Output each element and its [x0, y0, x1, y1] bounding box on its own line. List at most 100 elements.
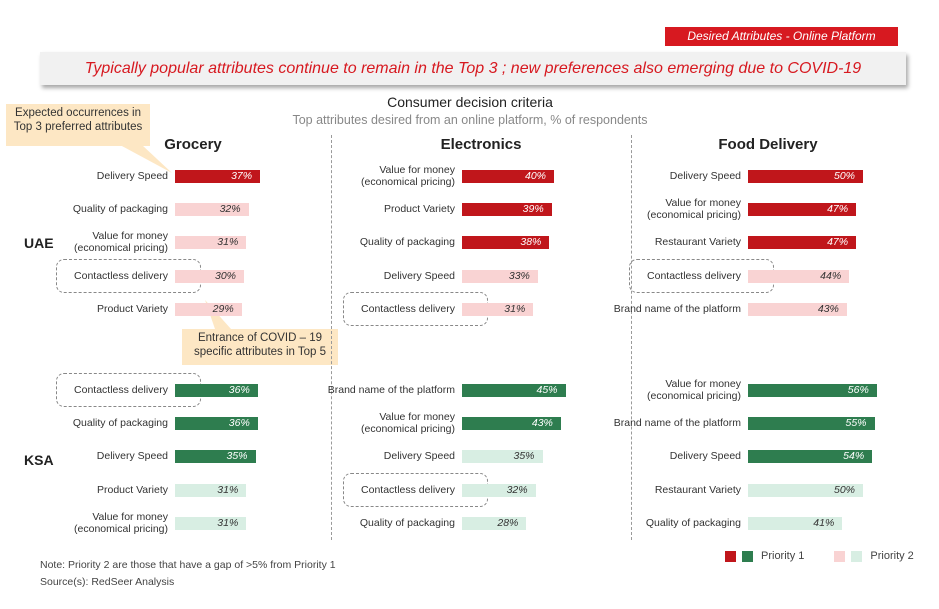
column-heading-grocery: Grocery: [164, 136, 222, 153]
bar-uae-food-delivery-contactless-delivery: 44%: [748, 269, 850, 283]
column-heading-electronics: Electronics: [440, 136, 522, 153]
bar-uae-grocery-delivery-speed: 37%: [175, 170, 261, 183]
bar-value-label: 37%: [231, 170, 253, 182]
bar-ksa-food-delivery-quality-of-packaging: 41%: [748, 516, 843, 530]
source-note: Source(s): RedSeer Analysis: [40, 576, 175, 588]
bar-label-product-variety: Product Variety: [383, 203, 455, 216]
bar-value-label: 31%: [504, 302, 526, 315]
bar-label-delivery-speed: Delivery Speed: [669, 450, 741, 463]
bar-label-restaurant-variety: Restaurant Variety: [654, 483, 741, 496]
legend-label-priority2: Priority 2: [870, 550, 914, 562]
bar-uae-grocery-value-for-money-economical-pricing: 31%: [175, 236, 247, 250]
bar-ksa-grocery-delivery-speed: 35%: [175, 450, 256, 464]
bar-value-label: 30%: [214, 269, 236, 282]
chart-title: Consumer decision criteria: [387, 94, 553, 110]
bar-value-label: 50%: [833, 483, 855, 496]
bar-value-label: 28%: [497, 516, 519, 529]
region-label-ksa: KSA: [24, 452, 54, 468]
headline-banner: Typically popular attributes continue to…: [40, 52, 906, 85]
bar-value-label: 45%: [536, 384, 558, 396]
bar-uae-grocery-quality-of-packaging: 32%: [175, 203, 249, 217]
bar-value-label: 44%: [820, 269, 842, 282]
legend: Priority 1 Priority 2: [725, 550, 914, 562]
bar-ksa-grocery-value-for-money-economical-pricing: 31%: [175, 516, 247, 530]
bar-ksa-electronics-brand-name-of-the-platform: 45%: [462, 384, 566, 397]
bar-value-label: 38%: [520, 236, 542, 249]
legend-swatch-uae-priority2: [834, 550, 846, 562]
bar-label-delivery-speed: Delivery Speed: [96, 450, 168, 463]
bar-value-label: 41%: [813, 516, 835, 529]
bar-label-contactless-delivery: Contactless delivery: [361, 302, 455, 315]
bar-label-quality-of-packaging: Quality of packaging: [72, 417, 168, 430]
bar-uae-electronics-quality-of-packaging: 38%: [462, 236, 550, 250]
bar-label-value-for-money-economical-pricing: Value for money (economical pricing): [74, 510, 168, 535]
bar-ksa-food-delivery-brand-name-of-the-platform: 55%: [748, 417, 875, 431]
bar-value-label: 31%: [217, 483, 239, 496]
bar-uae-electronics-value-for-money-economical-pricing: 40%: [462, 170, 554, 183]
bar-ksa-electronics-quality-of-packaging: 28%: [462, 516, 527, 530]
bar-label-value-for-money-economical-pricing: Value for money (economical pricing): [647, 197, 741, 222]
column-divider-2: [631, 135, 632, 540]
bar-label-delivery-speed: Delivery Speed: [383, 450, 455, 463]
column-heading-food-delivery: Food Delivery: [718, 136, 818, 153]
bar-ksa-electronics-value-for-money-economical-pricing: 43%: [462, 417, 561, 431]
bar-label-restaurant-variety: Restaurant Variety: [654, 236, 741, 249]
bar-label-quality-of-packaging: Quality of packaging: [72, 203, 168, 216]
bar-ksa-grocery-contactless-delivery: 36%: [175, 384, 258, 397]
bar-value-label: 33%: [508, 269, 530, 282]
bar-ksa-grocery-product-variety: 31%: [175, 483, 247, 497]
bar-value-label: 43%: [817, 302, 839, 315]
bar-label-delivery-speed: Delivery Speed: [669, 170, 741, 182]
bar-value-label: 40%: [524, 170, 546, 182]
bar-value-label: 54%: [843, 450, 865, 463]
bar-label-value-for-money-economical-pricing: Value for money (economical pricing): [74, 230, 168, 255]
chart-subtitle: Top attributes desired from an online pl…: [292, 113, 648, 127]
bar-value-label: 36%: [228, 384, 250, 396]
bar-value-label: 32%: [219, 203, 241, 216]
bar-value-label: 55%: [845, 417, 867, 430]
bar-uae-electronics-contactless-delivery: 31%: [462, 302, 534, 316]
bar-ksa-grocery-quality-of-packaging: 36%: [175, 417, 258, 431]
bar-value-label: 31%: [217, 516, 239, 529]
bar-ksa-electronics-delivery-speed: 35%: [462, 450, 543, 464]
bar-uae-electronics-delivery-speed: 33%: [462, 269, 538, 283]
bar-value-label: 47%: [827, 203, 849, 216]
footnote: Note: Priority 2 are those that have a g…: [40, 559, 336, 571]
bar-value-label: 29%: [212, 302, 234, 315]
bar-uae-grocery-contactless-delivery: 30%: [175, 269, 244, 283]
bar-uae-food-delivery-value-for-money-economical-pricing: 47%: [748, 203, 857, 217]
bar-value-label: 50%: [833, 170, 855, 182]
region-label-uae: UAE: [24, 235, 54, 251]
bar-label-quality-of-packaging: Quality of packaging: [359, 516, 455, 529]
callout-top3: Expected occurrences in Top 3 preferred …: [6, 104, 150, 146]
bar-uae-food-delivery-brand-name-of-the-platform: 43%: [748, 302, 847, 316]
bar-value-label: 47%: [827, 236, 849, 249]
bar-label-quality-of-packaging: Quality of packaging: [645, 516, 741, 529]
bar-label-brand-name-of-the-platform: Brand name of the platform: [613, 302, 741, 315]
bar-ksa-food-delivery-value-for-money-economical-pricing: 56%: [748, 384, 877, 397]
bar-value-label: 43%: [531, 417, 553, 430]
bar-label-value-for-money-economical-pricing: Value for money (economical pricing): [361, 411, 455, 436]
column-divider-1: [331, 135, 332, 540]
bar-uae-food-delivery-delivery-speed: 50%: [748, 170, 863, 183]
bar-value-label: 35%: [226, 450, 248, 463]
legend-swatch-ksa-priority1: [742, 550, 753, 562]
bar-label-brand-name-of-the-platform: Brand name of the platform: [613, 417, 741, 430]
bar-label-delivery-speed: Delivery Speed: [383, 269, 455, 282]
bar-label-value-for-money-economical-pricing: Value for money (economical pricing): [361, 164, 455, 188]
callout-top3-pointer: [120, 145, 172, 173]
bar-ksa-food-delivery-delivery-speed: 54%: [748, 450, 873, 464]
bar-ksa-electronics-contactless-delivery: 32%: [462, 483, 536, 497]
bar-label-contactless-delivery: Contactless delivery: [647, 269, 741, 282]
bar-label-quality-of-packaging: Quality of packaging: [359, 236, 455, 249]
legend-swatch-uae-priority1: [725, 550, 736, 562]
bar-value-label: 36%: [228, 417, 250, 430]
bar-value-label: 35%: [513, 450, 535, 463]
legend-label-priority1: Priority 1: [761, 550, 805, 562]
bar-uae-grocery-product-variety: 29%: [175, 302, 242, 316]
bar-uae-food-delivery-restaurant-variety: 47%: [748, 236, 857, 250]
bar-label-product-variety: Product Variety: [96, 302, 168, 315]
bar-value-label: 32%: [506, 483, 528, 496]
section-tag: Desired Attributes - Online Platform: [665, 27, 898, 46]
